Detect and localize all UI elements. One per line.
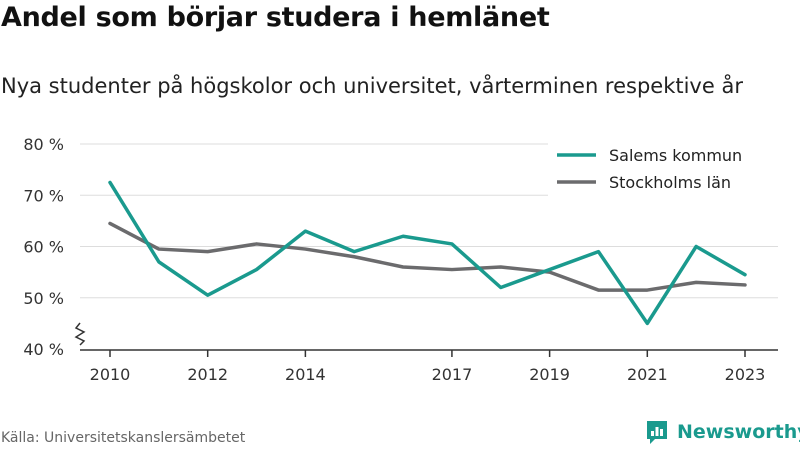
brand-name: Newsworthy (677, 421, 800, 443)
axis-break-icon (74, 322, 86, 346)
y-tick-label: 70 % (23, 186, 64, 205)
line-chart: 80 %70 %60 %50 %40 % 2010 2012 2014 2017 201… (23, 135, 780, 384)
y-tick-label: 60 % (23, 238, 64, 257)
legend-background (548, 138, 780, 202)
y-axis: 80 % 70 % 60 % 50 % 40 % (23, 135, 86, 359)
x-tick-label: 2017 (432, 365, 473, 384)
legend-label: Salems kommun (609, 146, 742, 165)
x-tick-label: 2012 (187, 365, 228, 384)
legend: Salems kommun Stockholms län (548, 138, 780, 202)
y-tick-label: 80 % (23, 135, 64, 154)
x-tick-label: 2010 (90, 365, 131, 384)
chart-subtitle: Nya studenter på högskolor och universit… (1, 74, 743, 98)
brand-logo: Newsworthy (645, 419, 800, 445)
x-tick-label: 2023 (725, 365, 766, 384)
x-tick-label: 2021 (627, 365, 668, 384)
chart-title: Andel som börjar studera i hemlänet (1, 2, 550, 33)
legend-label: Stockholms län (609, 173, 731, 192)
series-lines (108, 180, 747, 326)
source-note: Källa: Universitetskanslersämbetet (1, 430, 246, 446)
series-line (108, 180, 747, 326)
newsworthy-logo-icon (647, 421, 667, 444)
series-line (108, 221, 747, 292)
x-axis: 2010 2012 2014 2017 2019 2021 2023 (80, 349, 778, 384)
x-tick-label: 2014 (285, 365, 326, 384)
y-tick-label: 40 % (23, 340, 64, 359)
y-tick-label: 50 % (23, 289, 64, 308)
x-tick-label: 2019 (529, 365, 570, 384)
